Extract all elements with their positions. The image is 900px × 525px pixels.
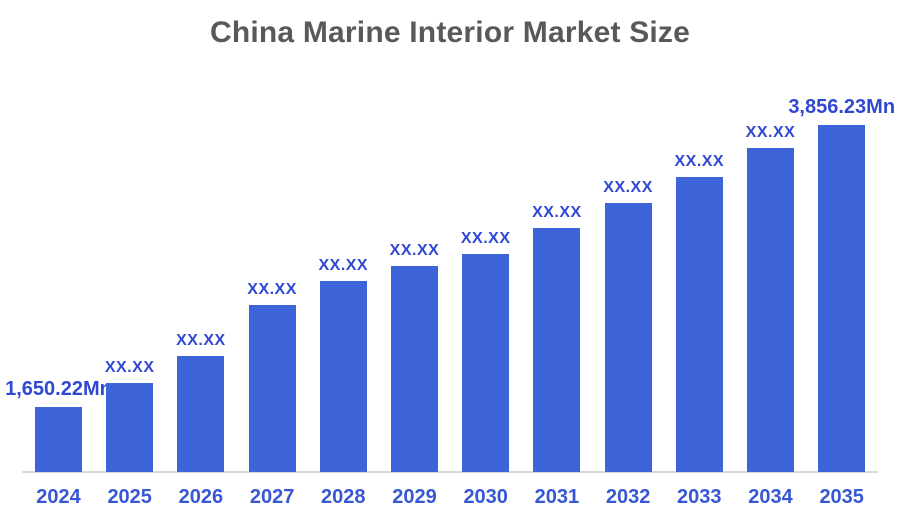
bar-2031 [533,228,581,472]
bar-2030 [462,254,510,472]
x-tick-label-2034: 2034 [748,486,793,508]
bar-value-label-2029: XX.XX [389,242,440,259]
x-tick-label-2024: 2024 [36,486,81,508]
chart-title: China Marine Interior Market Size [209,16,691,49]
x-tick-label-2031: 2031 [534,486,580,508]
bar-value-label-2028: XX.XX [318,257,369,274]
x-tick-label-2033: 2033 [677,486,722,508]
x-tick-label-2030: 2030 [463,486,508,508]
bar-value-label-2033: XX.XX [674,153,725,170]
bar-value-label-2031: XX.XX [532,204,582,221]
bar-value-label-2026: XX.XX [176,332,226,349]
x-tick-label-2032: 2032 [605,486,651,508]
bar-2029 [391,266,438,472]
x-tick-label-2025: 2025 [107,486,152,508]
bar-value-label-2027: XX.XX [247,281,297,298]
bar-value-label-2024: 1,650.22Mn [5,378,112,400]
bar-value-label-2030: XX.XX [460,230,511,247]
x-tick-label-2026: 2026 [178,486,224,508]
bar-value-label-2032: XX.XX [603,179,653,196]
x-tick-label-2035: 2035 [819,486,864,508]
bar-2024 [35,407,82,472]
bar-2028 [319,281,367,472]
bar-2034 [747,148,794,472]
x-tick-label-2027: 2027 [249,486,295,508]
bar-value-label-2035: 3,856.23Mn [788,96,896,118]
bar-2026 [177,356,225,472]
bar-2027 [248,305,296,472]
x-tick-label-2028: 2028 [321,486,366,508]
bar-2032 [604,203,652,472]
bar-value-label-2025: XX.XX [104,359,155,376]
bar-2025 [106,383,154,472]
bar-2033 [675,177,723,472]
bar-2035 [818,125,866,472]
x-axis-line [22,471,878,473]
bar-value-label-2034: XX.XX [745,124,796,141]
x-tick-label-2029: 2029 [392,486,437,508]
